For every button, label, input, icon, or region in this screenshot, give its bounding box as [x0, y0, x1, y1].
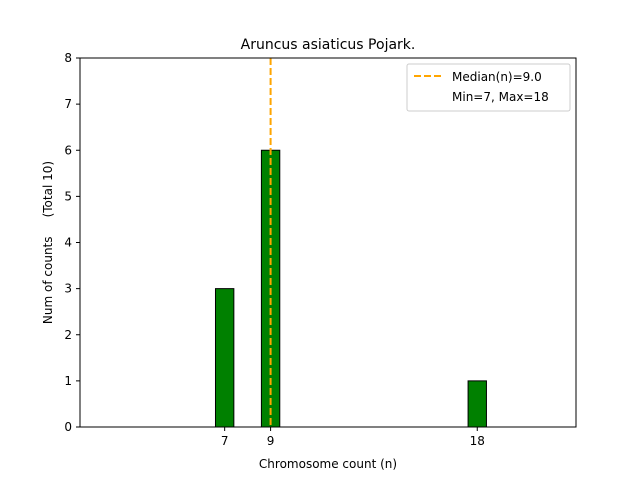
y-tick-label: 7 — [64, 97, 72, 111]
y-tick-label: 4 — [64, 236, 72, 250]
legend-minmax-label: Min=7, Max=18 — [452, 90, 549, 104]
x-tick-label: 7 — [221, 434, 229, 448]
chart-title: Aruncus asiaticus Pojark. — [241, 37, 416, 53]
y-tick-label: 5 — [64, 189, 72, 203]
x-tick-label: 18 — [470, 434, 485, 448]
legend-frame — [406, 63, 571, 112]
x-axis-label: Chromosome count (n) — [259, 457, 397, 471]
plot-frame — [79, 57, 577, 428]
bar-n-18 — [467, 380, 487, 428]
y-tick-label: 8 — [64, 51, 72, 65]
y-tick-label: 1 — [64, 374, 72, 388]
x-tick-label: 9 — [267, 434, 275, 448]
y-tick-label: 0 — [64, 420, 72, 434]
bars-layer — [214, 149, 487, 428]
x-axis-ticks: 7 9 18 — [221, 427, 485, 448]
y-axis-ticks: 0 1 2 3 4 5 6 7 8 — [64, 51, 80, 434]
y-tick-label: 3 — [64, 282, 72, 296]
legend: Median(n)=9.0 Min=7, Max=18 — [406, 63, 571, 112]
legend-median-label: Median(n)=9.0 — [452, 70, 542, 84]
y-tick-label: 6 — [64, 143, 72, 157]
bar-n-7 — [214, 288, 235, 428]
y-tick-label: 2 — [64, 328, 72, 342]
y-axis-label: Num of counts (Total 10) — [41, 161, 55, 324]
